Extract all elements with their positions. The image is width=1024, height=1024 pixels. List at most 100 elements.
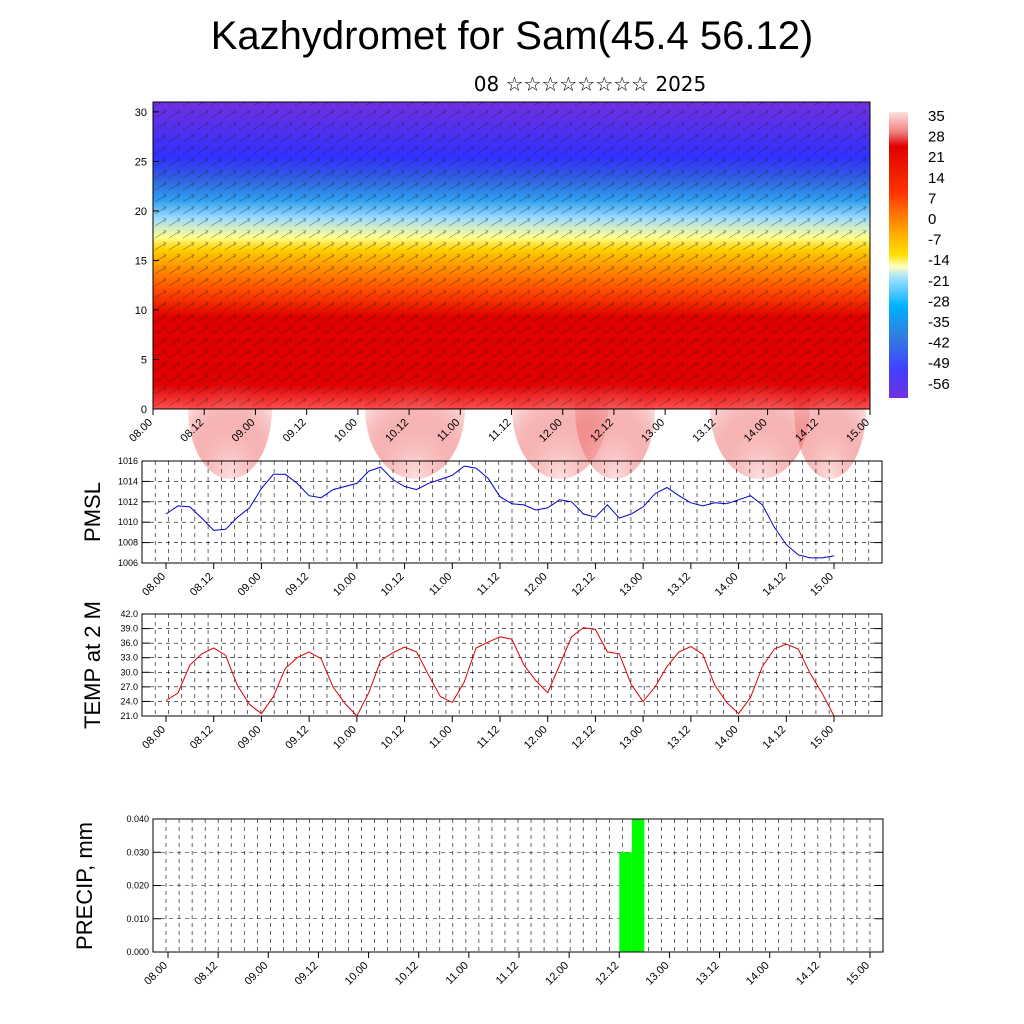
page-title: Kazhydromet for Sam(45.4 56.12) <box>210 14 814 58</box>
y-tick-label: 0 <box>141 404 147 416</box>
colorbar-labels: 35 28 21 14 7 0 -7 -14 -21 -28 -35 -42 -49 -56 <box>928 108 950 393</box>
y-tick-label: 0.000 <box>126 947 149 957</box>
y-tick-label: 1006 <box>118 558 138 568</box>
x-tick-label: 15.00 <box>844 960 872 988</box>
y-tick-label: 27.0 <box>120 682 138 692</box>
x-tick-label: 08.12 <box>192 960 220 988</box>
y-tick-label: 1014 <box>118 476 138 486</box>
x-tick-label: 08.12 <box>188 724 216 752</box>
y-tick-label: 30 <box>135 107 147 119</box>
x-tick-label: 11.00 <box>427 724 454 751</box>
precip-bar <box>631 819 645 952</box>
y-tick-label: 20 <box>135 206 147 218</box>
colorbar-label: -28 <box>928 293 950 310</box>
colorbar-label: -49 <box>928 355 950 372</box>
x-tick-label: 09.12 <box>293 960 321 988</box>
y-tick-label: 1008 <box>118 538 138 548</box>
y-tick-label: 25 <box>135 156 147 168</box>
x-tick-label: 11.12 <box>486 417 513 444</box>
precip-x-axis: 08.00 08.12 09.00 09.12 10.00 10.12 11.00 11.12… <box>142 952 872 988</box>
x-tick-label: 12.00 <box>543 960 571 988</box>
temperature-y-axis: 42.0 39.0 36.0 33.0 30.0 27.0 24.0 21.0 <box>120 609 882 721</box>
y-tick-label: 39.0 <box>120 624 138 634</box>
x-tick-label: 08.00 <box>142 960 170 988</box>
wind-barbs <box>153 102 870 409</box>
x-tick-label: 08.00 <box>140 724 168 752</box>
x-tick-label: 13.12 <box>665 571 693 599</box>
temperature-x-axis: 08.00 08.12 09.00 09.12 10.00 10.12 11.00 11.12… <box>140 716 836 752</box>
temperature-y-label: TEMP at 2 M <box>80 601 105 729</box>
colorbar-label: 14 <box>928 170 945 187</box>
x-tick-label: 10.00 <box>332 417 360 445</box>
x-tick-label: 13.12 <box>665 724 693 752</box>
x-tick-label: 09.00 <box>242 960 270 988</box>
x-tick-label: 14.00 <box>713 724 741 752</box>
x-tick-label: 14.12 <box>794 960 822 988</box>
x-tick-label: 10.12 <box>379 571 407 599</box>
x-tick-label: 12.00 <box>522 724 550 752</box>
colorbar-label: 28 <box>928 129 945 146</box>
y-tick-label: 0.020 <box>126 881 149 891</box>
y-tick-label: 15 <box>135 255 147 267</box>
x-tick-label: 13.00 <box>617 571 645 599</box>
pmsl-y-label: PMSL <box>80 482 105 542</box>
x-tick-label: 10.12 <box>379 724 407 752</box>
y-tick-label: 0.030 <box>126 847 149 857</box>
precip-y-axis: 0.040 0.030 0.020 0.010 0.000 <box>126 814 883 957</box>
pmsl-series-line <box>165 465 835 559</box>
colorbar: 35 28 21 14 7 0 -7 -14 -21 -28 -35 -42 -49 -56 <box>889 108 950 398</box>
y-tick-label: 30.0 <box>120 667 138 677</box>
x-tick-label: 12.12 <box>570 724 598 752</box>
y-tick-label: 5 <box>141 354 147 366</box>
x-tick-label: 09.12 <box>283 571 311 599</box>
colorbar-label: -42 <box>928 335 950 352</box>
x-tick-label: 12.12 <box>570 571 598 599</box>
y-tick-label: 36.0 <box>120 638 138 648</box>
x-tick-label: 10.00 <box>331 724 359 752</box>
colorbar-label: 21 <box>928 149 945 166</box>
pmsl-frame <box>141 460 883 564</box>
y-tick-label: 10 <box>135 305 147 317</box>
x-tick-label: 09.12 <box>283 724 311 752</box>
cross-section-y-axis: 0 5 10 15 20 25 30 <box>135 107 159 416</box>
x-tick-label: 08.00 <box>127 417 155 445</box>
temperature-grid <box>142 614 882 716</box>
x-tick-label: 10.12 <box>393 960 421 988</box>
x-tick-label: 14.00 <box>713 571 741 599</box>
pmsl-x-axis: 08.00 08.12 09.00 09.12 10.00 10.12 11.00 11.12… <box>140 563 836 599</box>
x-tick-label: 08.12 <box>188 571 216 599</box>
colorbar-label: -35 <box>928 314 950 331</box>
x-tick-label: 09.00 <box>236 724 264 752</box>
colorbar-label: 0 <box>928 211 936 228</box>
colorbar-label: -21 <box>928 273 950 290</box>
colorbar-ramp <box>889 112 908 398</box>
y-tick-label: 24.0 <box>120 696 138 706</box>
x-tick-label: 12.12 <box>593 960 621 988</box>
y-tick-label: 33.0 <box>120 653 138 663</box>
colorbar-label: -56 <box>928 376 950 393</box>
x-tick-label: 13.12 <box>694 960 722 988</box>
y-tick-label: 1012 <box>118 497 138 507</box>
x-tick-label: 10.00 <box>343 960 371 988</box>
x-tick-label: 14.12 <box>760 724 788 752</box>
precip-bars <box>619 819 645 952</box>
page-subtitle: 08 ☆☆☆☆☆☆☆☆ 2025 <box>473 72 707 96</box>
colorbar-label: -7 <box>928 232 941 249</box>
colorbar-label: -14 <box>928 252 950 269</box>
precip-bar <box>619 852 632 952</box>
x-tick-label: 14.12 <box>760 571 788 599</box>
x-tick-label: 11.12 <box>475 571 502 598</box>
x-tick-label: 08.00 <box>140 571 168 599</box>
x-tick-label: 13.00 <box>617 724 645 752</box>
colorbar-label: 35 <box>928 108 945 125</box>
precip-grid <box>153 819 883 952</box>
y-tick-label: 1016 <box>118 456 138 466</box>
y-tick-label: 0.040 <box>126 814 149 824</box>
x-tick-label: 13.00 <box>644 960 672 988</box>
x-tick-label: 15.00 <box>808 571 836 599</box>
x-tick-label: 11.00 <box>444 960 471 987</box>
y-tick-label: 42.0 <box>120 609 138 619</box>
y-tick-label: 21.0 <box>120 711 138 721</box>
